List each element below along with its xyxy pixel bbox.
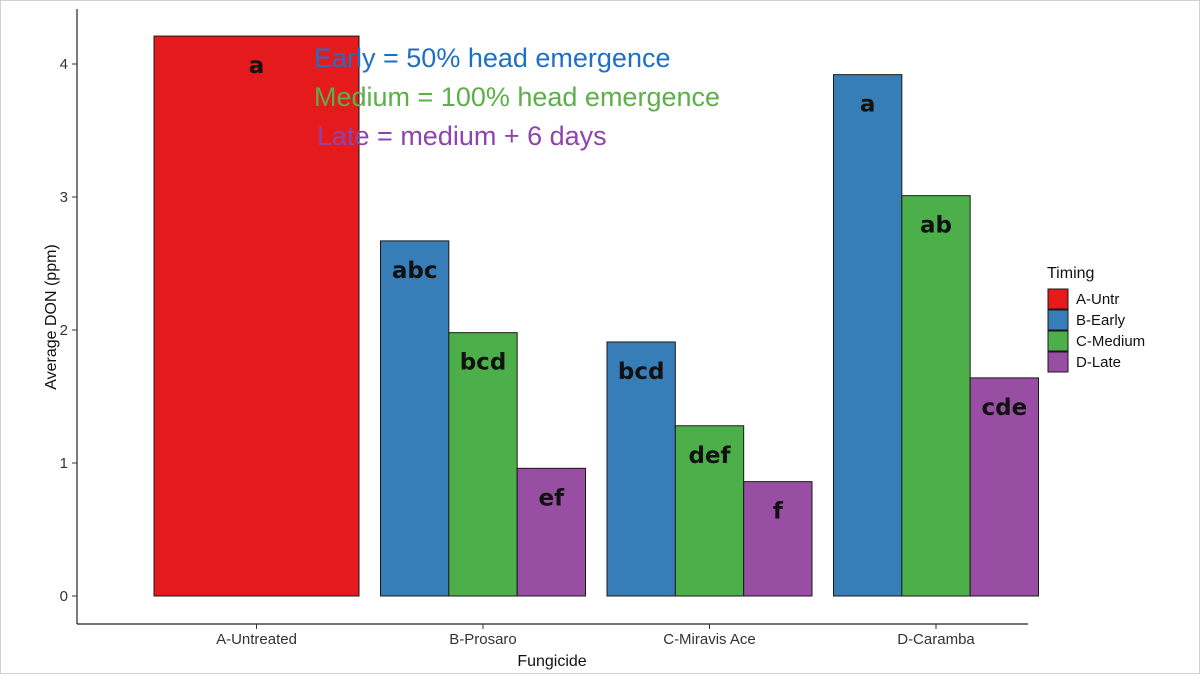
bar-data-label: a	[249, 53, 265, 79]
bar-data-label: abc	[392, 258, 438, 284]
bar	[833, 74, 903, 597]
y-axis-title: Average DON (ppm)	[43, 244, 60, 390]
bar	[743, 481, 813, 597]
bar-data-label: ef	[539, 485, 566, 511]
annotation-early: Early = 50% head emergence	[314, 43, 670, 73]
bar	[606, 341, 676, 597]
legend-swatch	[1047, 351, 1069, 373]
legend-label: D-Late	[1076, 354, 1121, 371]
y-tick-label: 3	[60, 189, 68, 206]
bar-data-label: a	[860, 92, 876, 118]
annotation-medium: Medium = 100% head emergence	[314, 82, 720, 112]
legend-title: Timing	[1047, 265, 1094, 282]
bar-data-label: cde	[981, 395, 1027, 421]
x-tick-label: B-Prosaro	[449, 631, 517, 648]
bar	[153, 35, 360, 597]
y-tick-label: 4	[60, 56, 68, 73]
y-tick-label: 0	[60, 588, 68, 605]
x-tick-label: A-Untreated	[216, 631, 297, 648]
bar	[448, 332, 518, 597]
bar	[674, 425, 745, 597]
bar	[969, 377, 1040, 597]
legend: Timing A-Untr B-Early C-Medium D-Late	[1047, 265, 1145, 373]
legend-label: B-Early	[1076, 312, 1126, 329]
legend-swatch	[1047, 288, 1069, 310]
legend-label: A-Untr	[1076, 291, 1119, 308]
legend-swatch	[1047, 330, 1069, 352]
bar	[516, 467, 587, 597]
plot-area: 0 1 2 3 4 a A-Untreated abc bcd ef B-Prosaro bcd def…	[60, 9, 1040, 648]
bar	[380, 240, 450, 597]
bar	[901, 195, 971, 597]
x-tick-label: D-Caramba	[897, 631, 975, 648]
bar-data-label: def	[688, 443, 731, 469]
legend-swatch	[1047, 309, 1069, 331]
bar-data-label: ab	[920, 213, 952, 239]
bar-data-label: f	[773, 499, 784, 525]
x-tick-label: C-Miravis Ace	[663, 631, 756, 648]
annotations: Early = 50% head emergence Medium = 100%…	[314, 43, 720, 151]
bar-data-label: bcd	[618, 359, 665, 385]
bar-data-label: bcd	[460, 350, 507, 376]
x-axis-title: Fungicide	[517, 653, 586, 670]
legend-label: C-Medium	[1076, 333, 1145, 350]
annotation-late: Late = medium + 6 days	[317, 121, 607, 151]
y-tick-label: 2	[60, 322, 68, 339]
y-tick-label: 1	[60, 455, 68, 472]
